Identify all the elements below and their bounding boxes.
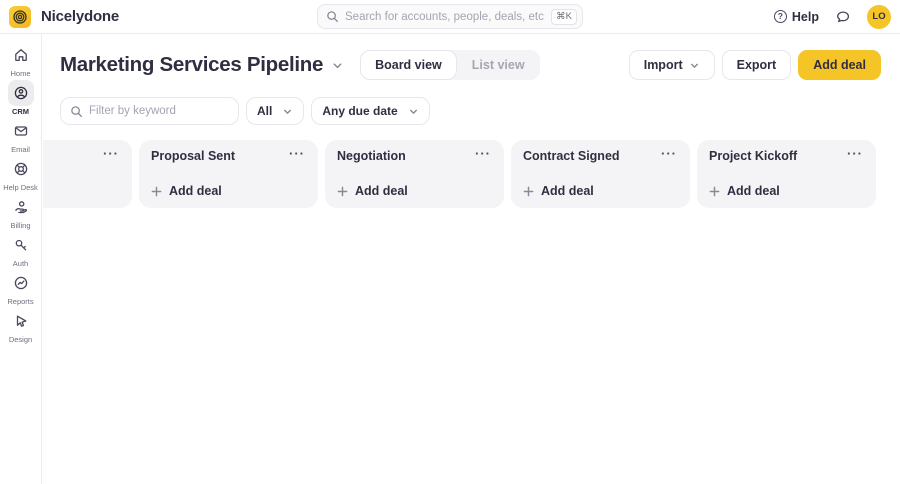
export-button-label: Export bbox=[736, 58, 777, 72]
design-icon bbox=[8, 308, 34, 334]
column-add-deal-label: Add deal bbox=[355, 184, 408, 198]
search-icon bbox=[71, 105, 83, 117]
kanban-column-proposal-sent: Proposal Sent ··· Add deal bbox=[139, 140, 318, 208]
column-title: Contract Signed bbox=[523, 149, 620, 163]
column-add-deal-label: Add deal bbox=[169, 184, 222, 198]
import-button-label: Import bbox=[643, 58, 683, 72]
sidebar-item-crm[interactable]: CRM bbox=[0, 80, 42, 118]
page-header: Marketing Services Pipeline Board view L… bbox=[43, 50, 900, 80]
app-logo-icon bbox=[9, 5, 31, 28]
kanban-column-partial: ··· Add deal bbox=[43, 140, 132, 208]
chevron-down-icon bbox=[690, 63, 698, 68]
column-add-deal[interactable]: Add deal bbox=[709, 184, 864, 198]
tab-board-view-label: Board view bbox=[375, 58, 442, 72]
top-bar: Nicelydone ⌘K ? Help LO bbox=[0, 0, 900, 34]
owner-filter-select[interactable]: All bbox=[246, 97, 305, 125]
column-menu-icon[interactable]: ··· bbox=[289, 146, 305, 161]
sidebar-item-home[interactable]: Home bbox=[0, 42, 42, 80]
billing-icon bbox=[8, 194, 34, 220]
plus-icon bbox=[523, 186, 534, 196]
pipeline-title-dropdown[interactable]: Marketing Services Pipeline bbox=[60, 53, 344, 77]
add-deal-button[interactable]: Add deal bbox=[798, 50, 881, 80]
column-add-deal[interactable]: Add deal bbox=[151, 184, 306, 198]
column-add-deal-label: Add deal bbox=[727, 184, 780, 198]
column-add-deal[interactable]: Add deal bbox=[43, 184, 120, 198]
column-add-deal-label: Add deal bbox=[541, 184, 594, 198]
chat-bubble-icon[interactable] bbox=[835, 9, 851, 25]
plus-icon bbox=[337, 186, 348, 196]
sidebar-label: Reports bbox=[7, 297, 34, 306]
column-menu-icon[interactable]: ··· bbox=[103, 146, 119, 161]
column-title: Proposal Sent bbox=[151, 149, 236, 163]
user-avatar[interactable]: LO bbox=[867, 4, 891, 29]
global-search[interactable]: ⌘K bbox=[317, 4, 583, 29]
sidebar-item-reports[interactable]: Reports bbox=[0, 270, 42, 308]
sidebar-label: Email bbox=[11, 145, 30, 154]
crm-icon bbox=[7, 80, 34, 106]
main-content: Marketing Services Pipeline Board view L… bbox=[43, 34, 900, 484]
column-title: Negotiation bbox=[337, 149, 406, 163]
search-shortcut-badge: ⌘K bbox=[551, 8, 577, 25]
export-button[interactable]: Export bbox=[721, 50, 792, 80]
sidebar-label: Home bbox=[10, 69, 31, 78]
tab-board-view[interactable]: Board view bbox=[360, 50, 457, 80]
sidebar-item-billing[interactable]: Billing bbox=[0, 194, 42, 232]
page-title: Marketing Services Pipeline bbox=[60, 53, 324, 76]
chevron-down-icon bbox=[333, 62, 342, 68]
keyword-filter-input[interactable] bbox=[89, 105, 229, 117]
kanban-board: ··· Add deal Proposal Sent ··· Add deal bbox=[43, 140, 900, 208]
kanban-column-negotiation: Negotiation ··· Add deal bbox=[325, 140, 504, 208]
kanban-column-contract-signed: Contract Signed ··· Add deal bbox=[511, 140, 690, 208]
home-icon bbox=[8, 42, 34, 68]
help-icon: ? bbox=[773, 10, 787, 23]
sidebar-label: Billing bbox=[10, 221, 31, 230]
auth-icon bbox=[8, 232, 34, 258]
sidebar-item-auth[interactable]: Auth bbox=[0, 232, 42, 270]
due-date-filter-select[interactable]: Any due date bbox=[311, 97, 430, 125]
filter-row: All Any due date bbox=[43, 97, 900, 125]
sidebar-label: Design bbox=[8, 335, 33, 344]
sidebar-item-help-desk[interactable]: Help Desk bbox=[0, 156, 42, 194]
column-add-deal[interactable]: Add deal bbox=[523, 184, 678, 198]
import-button[interactable]: Import bbox=[628, 50, 715, 80]
sidebar-item-email[interactable]: Email bbox=[0, 118, 42, 156]
kanban-column-project-kickoff: Project Kickoff ··· Add deal bbox=[697, 140, 876, 208]
sidebar-label: Help Desk bbox=[3, 183, 38, 192]
sidebar-label: CRM bbox=[11, 107, 30, 116]
help-button[interactable]: ? Help bbox=[773, 9, 819, 24]
owner-filter-value: All bbox=[257, 104, 273, 118]
brand[interactable]: Nicelydone bbox=[9, 5, 120, 28]
tab-list-view-label: List view bbox=[471, 58, 525, 72]
column-menu-icon[interactable]: ··· bbox=[847, 146, 863, 161]
plus-icon bbox=[709, 186, 720, 196]
search-icon bbox=[327, 11, 339, 23]
plus-icon bbox=[151, 186, 162, 196]
chevron-down-icon bbox=[284, 109, 292, 114]
view-toggle: Board view List view bbox=[360, 50, 540, 80]
add-deal-button-label: Add deal bbox=[813, 58, 866, 72]
brand-name: Nicelydone bbox=[41, 8, 120, 25]
keyword-filter[interactable] bbox=[60, 97, 239, 125]
global-search-input[interactable] bbox=[345, 10, 546, 23]
column-title: Project Kickoff bbox=[709, 149, 798, 163]
help-desk-icon bbox=[8, 156, 34, 182]
reports-icon bbox=[8, 270, 34, 296]
sidebar-item-design[interactable]: Design bbox=[0, 308, 42, 346]
column-menu-icon[interactable]: ··· bbox=[475, 146, 491, 161]
chevron-down-icon bbox=[409, 109, 417, 114]
column-menu-icon[interactable]: ··· bbox=[661, 146, 677, 161]
sidebar-label: Auth bbox=[12, 259, 29, 268]
sidebar: Home CRM Email Help Des bbox=[0, 34, 42, 484]
tab-list-view[interactable]: List view bbox=[457, 50, 540, 80]
due-date-filter-value: Any due date bbox=[322, 104, 398, 118]
column-add-deal[interactable]: Add deal bbox=[337, 184, 492, 198]
help-label: Help bbox=[791, 9, 819, 24]
email-icon bbox=[8, 118, 34, 144]
